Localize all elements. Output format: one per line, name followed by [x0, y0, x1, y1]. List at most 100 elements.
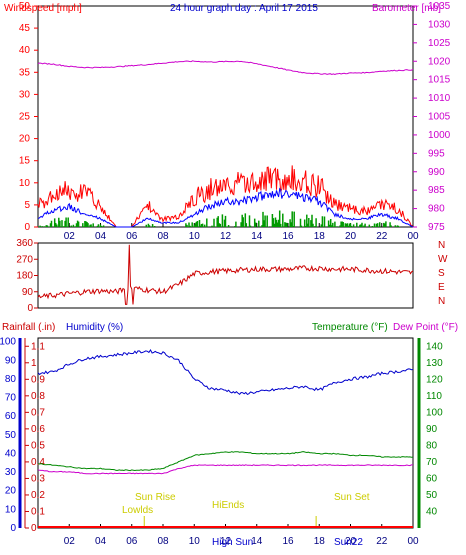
temperature-axis-ticks: 40 50 60 70 80 90 100 110 120 130 140: [417, 338, 443, 528]
barometer-tick-label: 990: [428, 167, 445, 178]
temperature-line: [37, 451, 414, 472]
climate-data: [37, 349, 414, 528]
wind-direction-line: [37, 244, 414, 305]
wind-panel-frame: [37, 5, 414, 228]
climate-x-tick-label: 08: [157, 536, 169, 547]
rain-tick-label: 0.4: [31, 457, 45, 468]
barometer-tick-label: 1025: [428, 38, 451, 49]
temperature-tick-label: 90: [426, 424, 438, 435]
temperature-tick-label: 120: [426, 374, 443, 385]
barometer-right-ticks: 975 980 985 990 995 1000 1005 1010 1015 1020 1025 1…: [413, 1, 451, 233]
rain-axis-ticks: 0 0.1 0.2 0.3 0.4 0.5 0.6 0.7 0.8 0.9 1 1.1: [24, 338, 45, 534]
humidity-tick-label: 90: [5, 355, 17, 366]
direction-panel-frame: [37, 242, 414, 309]
humidity-tick-label: 40: [5, 448, 17, 459]
wind-tick-label: 45: [19, 23, 31, 34]
rain-tick-label: 0.6: [31, 424, 45, 435]
direction-tick-label: 360: [16, 238, 33, 249]
wind-x-tick-label: 20: [345, 231, 357, 242]
wind-tick-label: 35: [19, 67, 31, 78]
sun-annotations: Sun Rise Lowlds HiEnds Sun Set High Sun …: [122, 492, 370, 548]
average-wind-line: [37, 187, 414, 228]
rain-tick-label: 0.8: [31, 391, 45, 402]
barometer-tick-label: 1030: [428, 19, 451, 30]
barometer-tick-label: 1000: [428, 130, 451, 141]
barometer-tick-label: 1035: [428, 1, 451, 12]
climate-x-ticks: 02 04 06 08 10 12 14 16 18 20 22 00: [64, 524, 419, 547]
sun-rise-label: Sun Rise: [135, 492, 176, 503]
compass-label: N: [438, 296, 445, 307]
wind-tick-label: 50: [19, 1, 31, 12]
humidity-tick-label: 100: [0, 337, 16, 348]
wind-x-tick-label: 04: [95, 231, 107, 242]
gust-line: [37, 165, 414, 228]
humidity-axis-ticks: 0 10 20 30 40 50 60 70 80 90 100: [0, 337, 22, 534]
barometer-tick-label: 975: [428, 222, 445, 233]
direction-left-ticks: 0 90 180 270 360: [16, 238, 38, 314]
wind-x-tick-label: 14: [251, 231, 263, 242]
compass-label: N: [438, 240, 445, 251]
rain-tick-label: 0.3: [31, 473, 45, 484]
wind-tick-label: 5: [24, 200, 30, 211]
rain-tick-label: 0.1: [31, 506, 45, 517]
barometer-tick-label: 980: [428, 204, 445, 215]
climate-x-tick-label: 02: [64, 536, 76, 547]
wind-x-tick-label: 22: [376, 231, 388, 242]
wind-x-tick-label: 00: [407, 231, 419, 242]
direction-data: [37, 244, 414, 305]
wind-x-tick-label: 06: [126, 231, 138, 242]
direction-tick-label: 90: [22, 287, 34, 298]
temperature-tick-label: 140: [426, 341, 443, 352]
direction-tick-label: 180: [16, 271, 33, 282]
low-uv-label: Lowlds: [122, 505, 153, 516]
temperature-tick-label: 60: [426, 473, 438, 484]
humidity-tick-label: 20: [5, 486, 17, 497]
barometer-tick-label: 995: [428, 148, 445, 159]
wind-x-tick-label: 16: [282, 231, 294, 242]
wind-tick-label: 25: [19, 112, 31, 123]
temperature-tick-label: 110: [426, 391, 442, 402]
climate-x-tick-label: 14: [251, 536, 263, 547]
wind-x-tick-label: 18: [314, 231, 326, 242]
humidity-line: [37, 349, 414, 396]
climate-x-tick-label: 04: [95, 536, 107, 547]
barometer-tick-label: 1015: [428, 75, 451, 86]
humidity-tick-label: 70: [5, 393, 17, 404]
barometer-tick-label: 1005: [428, 112, 451, 123]
temperature-tick-label: 70: [426, 457, 438, 468]
wind-axis-title: Windspeed [mph]: [4, 3, 82, 14]
rain-tick-label: 0.5: [31, 440, 45, 451]
compass-label: W: [438, 254, 448, 265]
climate-x-tick-label: 06: [126, 536, 138, 547]
temperature-tick-label: 80: [426, 440, 438, 451]
rain-tick-label: 0.9: [31, 374, 45, 385]
climate-x-tick-label: 16: [282, 536, 294, 547]
barometer-tick-label: 1010: [428, 93, 451, 104]
wind-tick-label: 0: [24, 222, 30, 233]
wind-tick-label: 20: [19, 134, 31, 145]
rain-tick-label: 1: [31, 358, 37, 369]
temperature-tick-label: 100: [426, 407, 443, 418]
chart-title: 24 hour graph day : April 17 2015: [170, 3, 318, 14]
wind-x-tick-label: 02: [64, 231, 76, 242]
climate-panel-frame: [37, 337, 414, 529]
temperature-axis-title: Temperature (°F): [312, 322, 388, 333]
humidity-tick-label: 60: [5, 411, 17, 422]
dewpoint-line: [37, 464, 413, 475]
barometer-tick-label: 1020: [428, 56, 451, 67]
calm-bars: [38, 210, 401, 227]
climate-x-tick-label: 22: [376, 536, 388, 547]
humidity-axis-title: Humidity (%): [66, 322, 123, 333]
barometer-line: [37, 60, 414, 76]
rain-tick-label: 0.7: [31, 407, 45, 418]
sun22-label: Sun22: [334, 537, 363, 548]
temperature-tick-label: 50: [426, 490, 438, 501]
wind-x-tick-label: 10: [189, 231, 201, 242]
wind-tick-label: 40: [19, 45, 31, 56]
climate-x-tick-label: 00: [407, 536, 419, 547]
climate-x-tick-label: 10: [189, 536, 201, 547]
wind-tick-label: 15: [19, 156, 31, 167]
